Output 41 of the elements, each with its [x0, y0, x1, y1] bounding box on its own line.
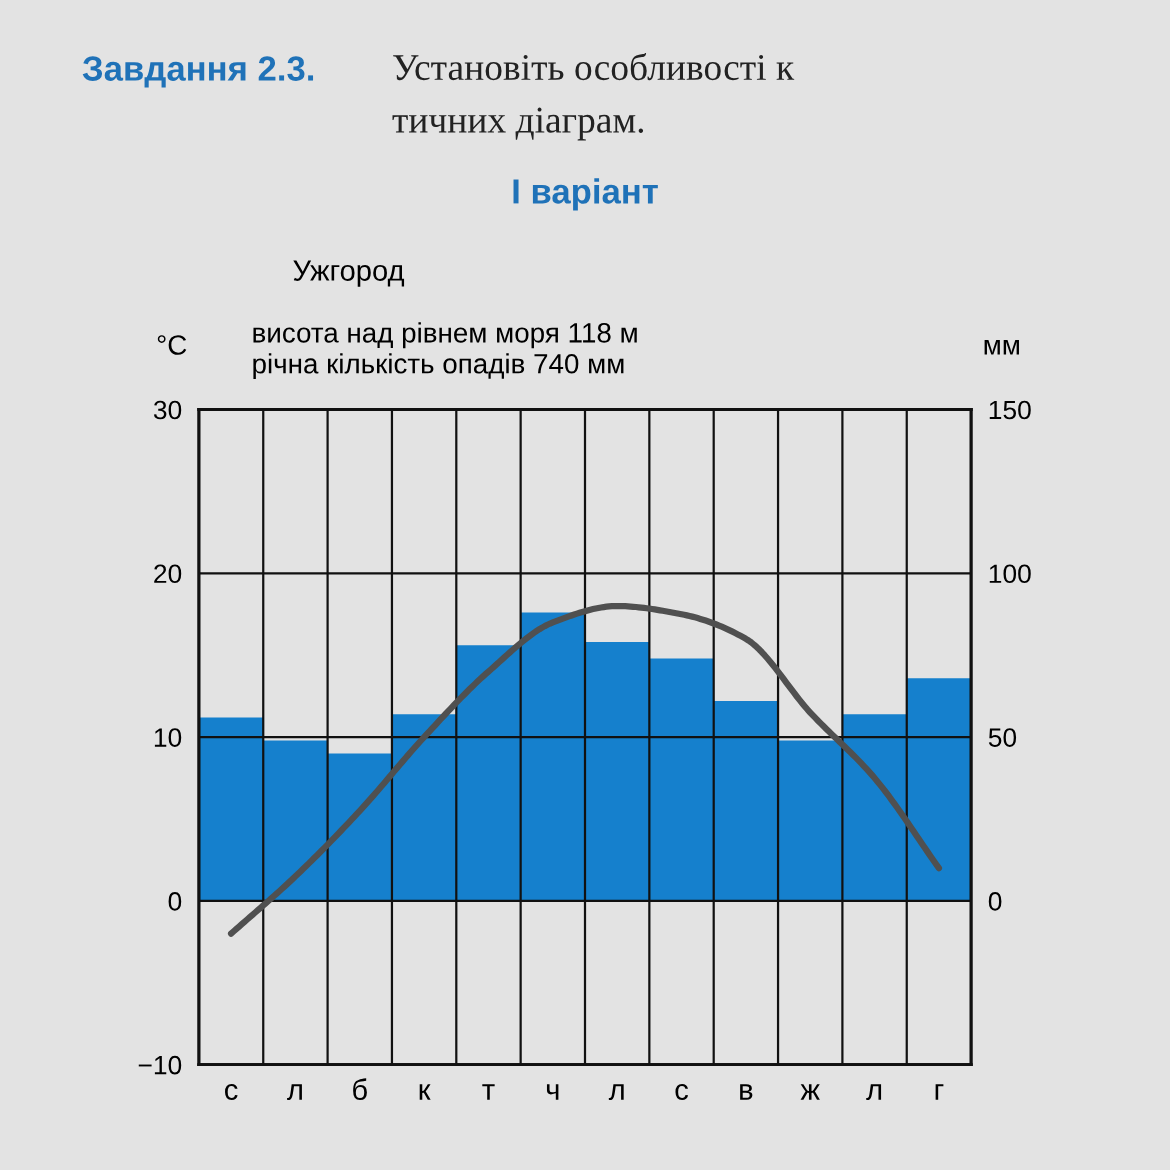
y-tick-label: 10 [154, 728, 182, 747]
x-tick-label: ч [546, 1084, 559, 1100]
bar [391, 714, 457, 901]
x-tick-label: л [287, 1084, 302, 1101]
bar [842, 714, 907, 901]
y-tick-label: 0 [168, 892, 182, 911]
text: Установіть особливості к [393, 52, 795, 81]
x-tick-label: с [225, 1084, 238, 1101]
x-tick-label: т [482, 1084, 495, 1100]
text: Завдання 2.3. [82, 56, 314, 88]
x-tick-label: г [935, 1084, 944, 1100]
bar [198, 717, 264, 901]
x-tick-label: ж [800, 1084, 820, 1100]
bar [778, 740, 843, 901]
y-axis-title: °C [157, 335, 187, 355]
chart-title: Ужгород [293, 260, 405, 287]
bar [713, 701, 779, 901]
y2-tick-label: 0 [988, 892, 1002, 911]
y2-tick-label: 50 [988, 728, 1017, 747]
y2-tick-label: 150 [989, 400, 1031, 420]
y-tick-label: −10 [138, 1055, 182, 1075]
x-tick-label: к [419, 1084, 431, 1100]
y-tick-label: 30 [153, 400, 182, 420]
bar [456, 645, 521, 901]
bar [649, 658, 714, 901]
chart-subtitle: висота над рівнем моря 118 м річна кількість опадів 740 мм [253, 322, 637, 380]
x-tick-label: в [740, 1084, 753, 1100]
bar [585, 642, 650, 901]
x-tick-label: л [866, 1084, 882, 1101]
x-tick-label: с [675, 1084, 689, 1101]
bar [906, 678, 972, 901]
bar [520, 612, 585, 901]
text: тичних діаграм. [392, 107, 644, 141]
bar [263, 740, 328, 901]
y2-tick-label: 100 [989, 564, 1031, 584]
y2-axis-title: мм [984, 339, 1019, 355]
text: І варіант [513, 178, 658, 211]
y-tick-label: 20 [154, 564, 182, 584]
x-tick-label: б [353, 1078, 367, 1101]
x-tick-label: л [608, 1084, 624, 1101]
bar [327, 753, 392, 901]
